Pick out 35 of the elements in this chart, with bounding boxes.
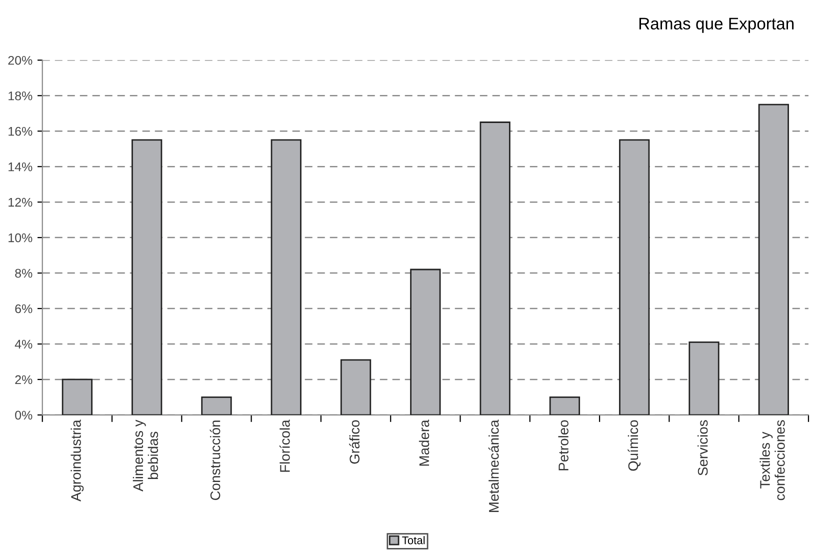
bar — [619, 139, 650, 415]
y-tick-label: 2% — [15, 375, 32, 384]
y-tick-label: 18% — [8, 91, 32, 100]
y-tick-label: 12% — [8, 198, 32, 207]
bar — [410, 268, 441, 415]
x-tick-label: Servicios — [698, 420, 708, 476]
y-tick-label: 8% — [15, 268, 32, 278]
y-tick-label: 6% — [15, 304, 32, 314]
x-tick-label: Construcción — [210, 420, 220, 500]
x-tick-label: Textiles y confecciones — [760, 420, 785, 500]
legend-label: Total — [402, 536, 425, 544]
bar — [758, 104, 789, 415]
bar — [270, 139, 302, 415]
x-tick-label: Químico — [628, 420, 641, 471]
y-tick-label: 10% — [8, 233, 32, 242]
bar — [62, 378, 93, 415]
x-tick-label: Florícola — [280, 420, 290, 472]
chart-title: Ramas que Exportan — [639, 18, 794, 33]
bar — [340, 359, 372, 415]
x-tick-label: Metalmecánica — [488, 420, 499, 512]
x-tick-label: Alimentos y bebidas — [132, 420, 158, 492]
y-tick-label: 16% — [8, 126, 32, 136]
bar — [480, 122, 510, 415]
y-tick-label: 20% — [8, 56, 32, 65]
y-tick-label: 0% — [15, 410, 32, 420]
y-tick-label: 14% — [8, 162, 32, 172]
x-tick-label: Agroindustria — [70, 420, 84, 502]
y-tick-label: 4% — [14, 340, 32, 349]
x-tick-label: Gráfico — [349, 420, 360, 464]
bar — [549, 396, 580, 415]
x-tick-label: Madera — [418, 420, 430, 466]
bar — [688, 342, 720, 415]
x-tick-label: Petroleo — [558, 420, 568, 470]
bar — [132, 139, 162, 415]
bar — [201, 396, 232, 415]
